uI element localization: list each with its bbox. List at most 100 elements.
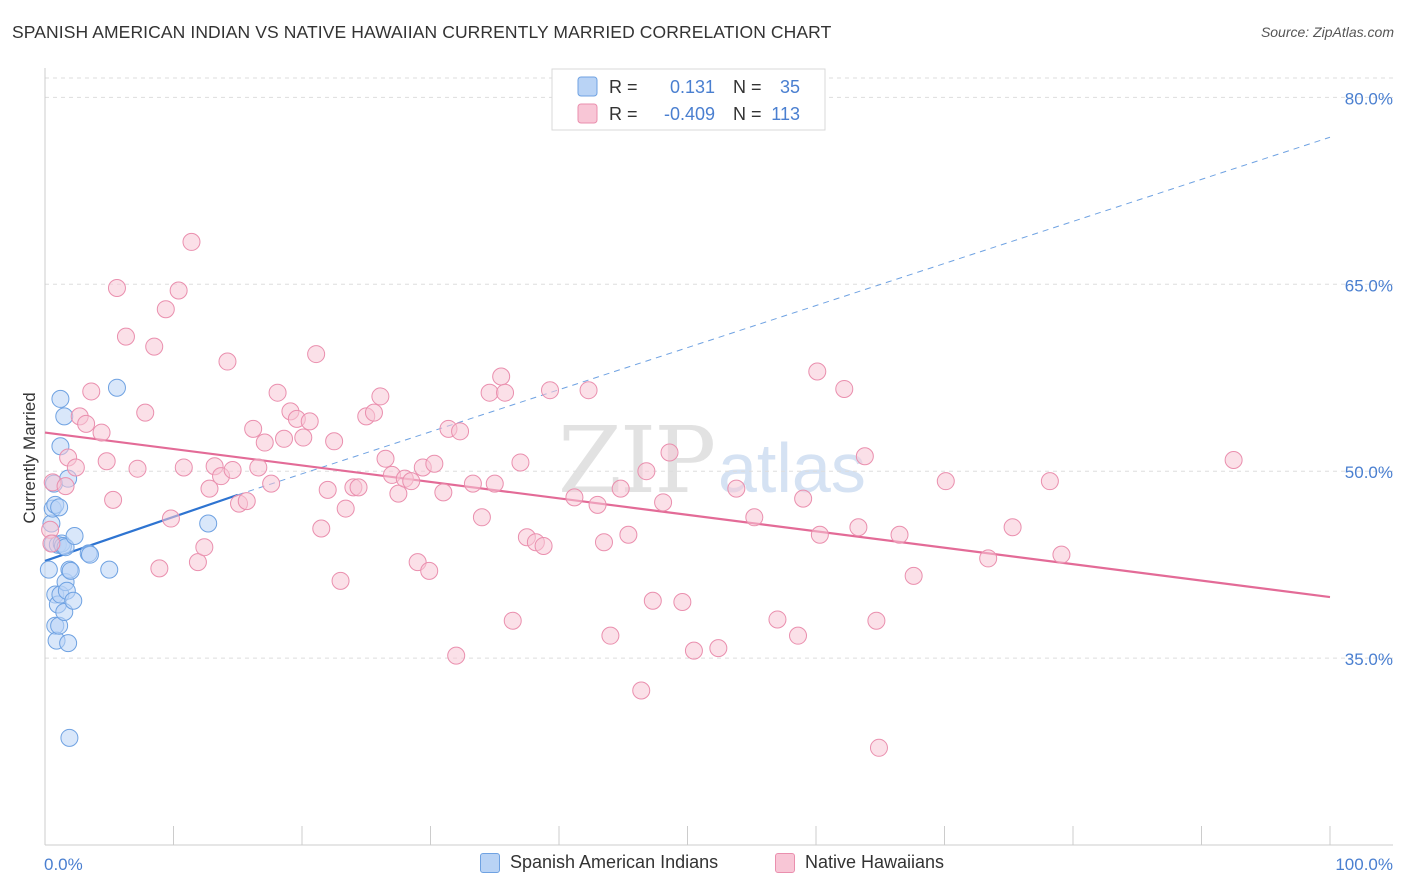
spanish-american-indian-point — [199, 514, 218, 533]
native-hawaiian-point — [331, 571, 350, 590]
native-hawaiian-point — [541, 381, 560, 400]
native-hawaiian-point — [136, 403, 155, 422]
native-hawaiian-point — [402, 472, 421, 491]
y-tick-label: 65.0% — [1345, 276, 1393, 295]
native-hawaiian-point — [503, 611, 522, 630]
y-tick-label: 50.0% — [1345, 463, 1393, 482]
native-hawaiian-point — [601, 626, 620, 645]
spanish-american-indian-point — [39, 560, 58, 579]
native-hawaiian-point — [867, 611, 886, 630]
native-hawaiian-point — [1040, 472, 1059, 491]
source-note: Source: ZipAtlas.com — [1260, 24, 1394, 40]
native-hawaiian-point — [660, 443, 679, 462]
native-hawaiian-point — [364, 403, 383, 422]
native-hawaiian-point — [447, 646, 466, 665]
spanish-american-indian-point — [59, 634, 78, 653]
spanish-american-indian-point — [60, 728, 79, 747]
native-hawaiian-point — [579, 381, 598, 400]
bottom-legend: Spanish American Indians Native Hawaiian… — [0, 852, 1406, 878]
native-hawaiian-point — [294, 428, 313, 447]
native-hawaiian-point — [727, 479, 746, 498]
native-hawaiian-point — [684, 641, 703, 660]
native-hawaiian-point — [307, 345, 326, 364]
native-hawaiian-point — [936, 472, 955, 491]
watermark: ZIP atlas — [558, 407, 866, 514]
spanish-american-indian-point — [65, 526, 84, 545]
native-hawaiian-point — [904, 566, 923, 585]
native-hawaiian-point — [643, 591, 662, 610]
blue-trend-line — [44, 493, 239, 562]
legend-label-native-hawaiians: Native Hawaiians — [805, 852, 945, 872]
native-hawaiian-point — [979, 549, 998, 568]
native-hawaiian-point — [107, 279, 126, 298]
x-tick-label-max: 100.0% — [1335, 855, 1393, 874]
legend-n-value-pink: 113 — [771, 104, 800, 124]
grid-lines — [45, 77, 1393, 659]
native-hawaiian-point — [116, 327, 135, 346]
native-hawaiian-point — [82, 382, 101, 401]
spanish-american-indian-point — [100, 560, 119, 579]
native-hawaiian-point — [237, 492, 256, 511]
native-hawaiian-point — [150, 559, 169, 578]
native-hawaiian-point — [808, 362, 827, 381]
native-hawaiian-point — [890, 525, 909, 544]
legend-n-label-blue: N = — [733, 77, 762, 97]
y-tick-label: 80.0% — [1345, 89, 1393, 108]
native-hawaiian-point — [255, 433, 274, 452]
native-hawaiian-point — [637, 462, 656, 481]
native-hawaiian-point — [485, 474, 504, 493]
legend-r-value-pink: -0.409 — [664, 104, 715, 124]
native-hawaiian-point — [195, 538, 214, 557]
native-hawaiian-point — [56, 477, 75, 496]
native-hawaiian-point — [389, 484, 408, 503]
spanish-american-indian-point — [51, 389, 70, 408]
native-hawaiian-point — [632, 681, 651, 700]
native-hawaiian-point — [1003, 518, 1022, 537]
native-hawaiian-point — [77, 414, 96, 433]
chart-title: SPANISH AMERICAN INDIAN VS NATIVE HAWAII… — [12, 22, 832, 42]
trend-lines — [44, 136, 1331, 599]
native-hawaiian-point — [200, 479, 219, 498]
native-hawaiian-point — [161, 509, 180, 528]
native-hawaiian-point — [709, 639, 728, 658]
native-hawaiian-point — [534, 536, 553, 555]
x-tick-label-min: 0.0% — [44, 855, 83, 874]
native-hawaiian-point — [496, 383, 515, 402]
native-hawaiian-point — [376, 449, 395, 468]
native-hawaiian-point — [156, 300, 175, 319]
native-hawaiian-point — [794, 489, 813, 508]
native-hawaiian-point — [849, 518, 868, 537]
native-hawaiian-point — [869, 738, 888, 757]
native-hawaiian-point — [425, 454, 444, 473]
legend-item-native-hawaiians: Native Hawaiians — [775, 852, 944, 873]
native-hawaiian-point — [789, 626, 808, 645]
native-hawaiian-point — [768, 610, 787, 629]
native-hawaiian-point — [66, 458, 85, 477]
native-hawaiian-point — [855, 447, 874, 466]
native-hawaiian-point — [611, 479, 630, 498]
legend-swatch-blue — [577, 76, 598, 97]
native-hawaiian-point — [565, 488, 584, 507]
native-hawaiian-point — [218, 352, 237, 371]
legend-swatch-pink-square — [775, 852, 795, 873]
native-hawaiian-point — [420, 561, 439, 580]
spanish-american-indian-point — [55, 407, 74, 426]
native-hawaiian-point — [654, 493, 673, 512]
native-hawaiian-point — [472, 508, 491, 527]
native-hawaiian-point — [169, 281, 188, 300]
native-hawaiian-point — [318, 480, 337, 499]
native-hawaiian-point — [619, 525, 638, 544]
native-hawaiian-point — [312, 519, 331, 538]
native-hawaiian-point — [300, 412, 319, 431]
native-hawaiian-point — [249, 458, 268, 477]
native-hawaiian-point — [244, 419, 263, 438]
native-hawaiian-point — [223, 460, 242, 479]
stats-legend: R = 0.131 N = 35 R = -0.409 N = 113 — [551, 68, 826, 131]
legend-r-value-blue: 0.131 — [665, 77, 715, 97]
native-hawaiian-point — [262, 474, 281, 493]
native-hawaiian-point — [673, 593, 692, 612]
spanish-american-indian-point — [61, 561, 80, 580]
spanish-american-indian-point — [64, 591, 83, 610]
native-hawaiian-point — [835, 379, 854, 398]
